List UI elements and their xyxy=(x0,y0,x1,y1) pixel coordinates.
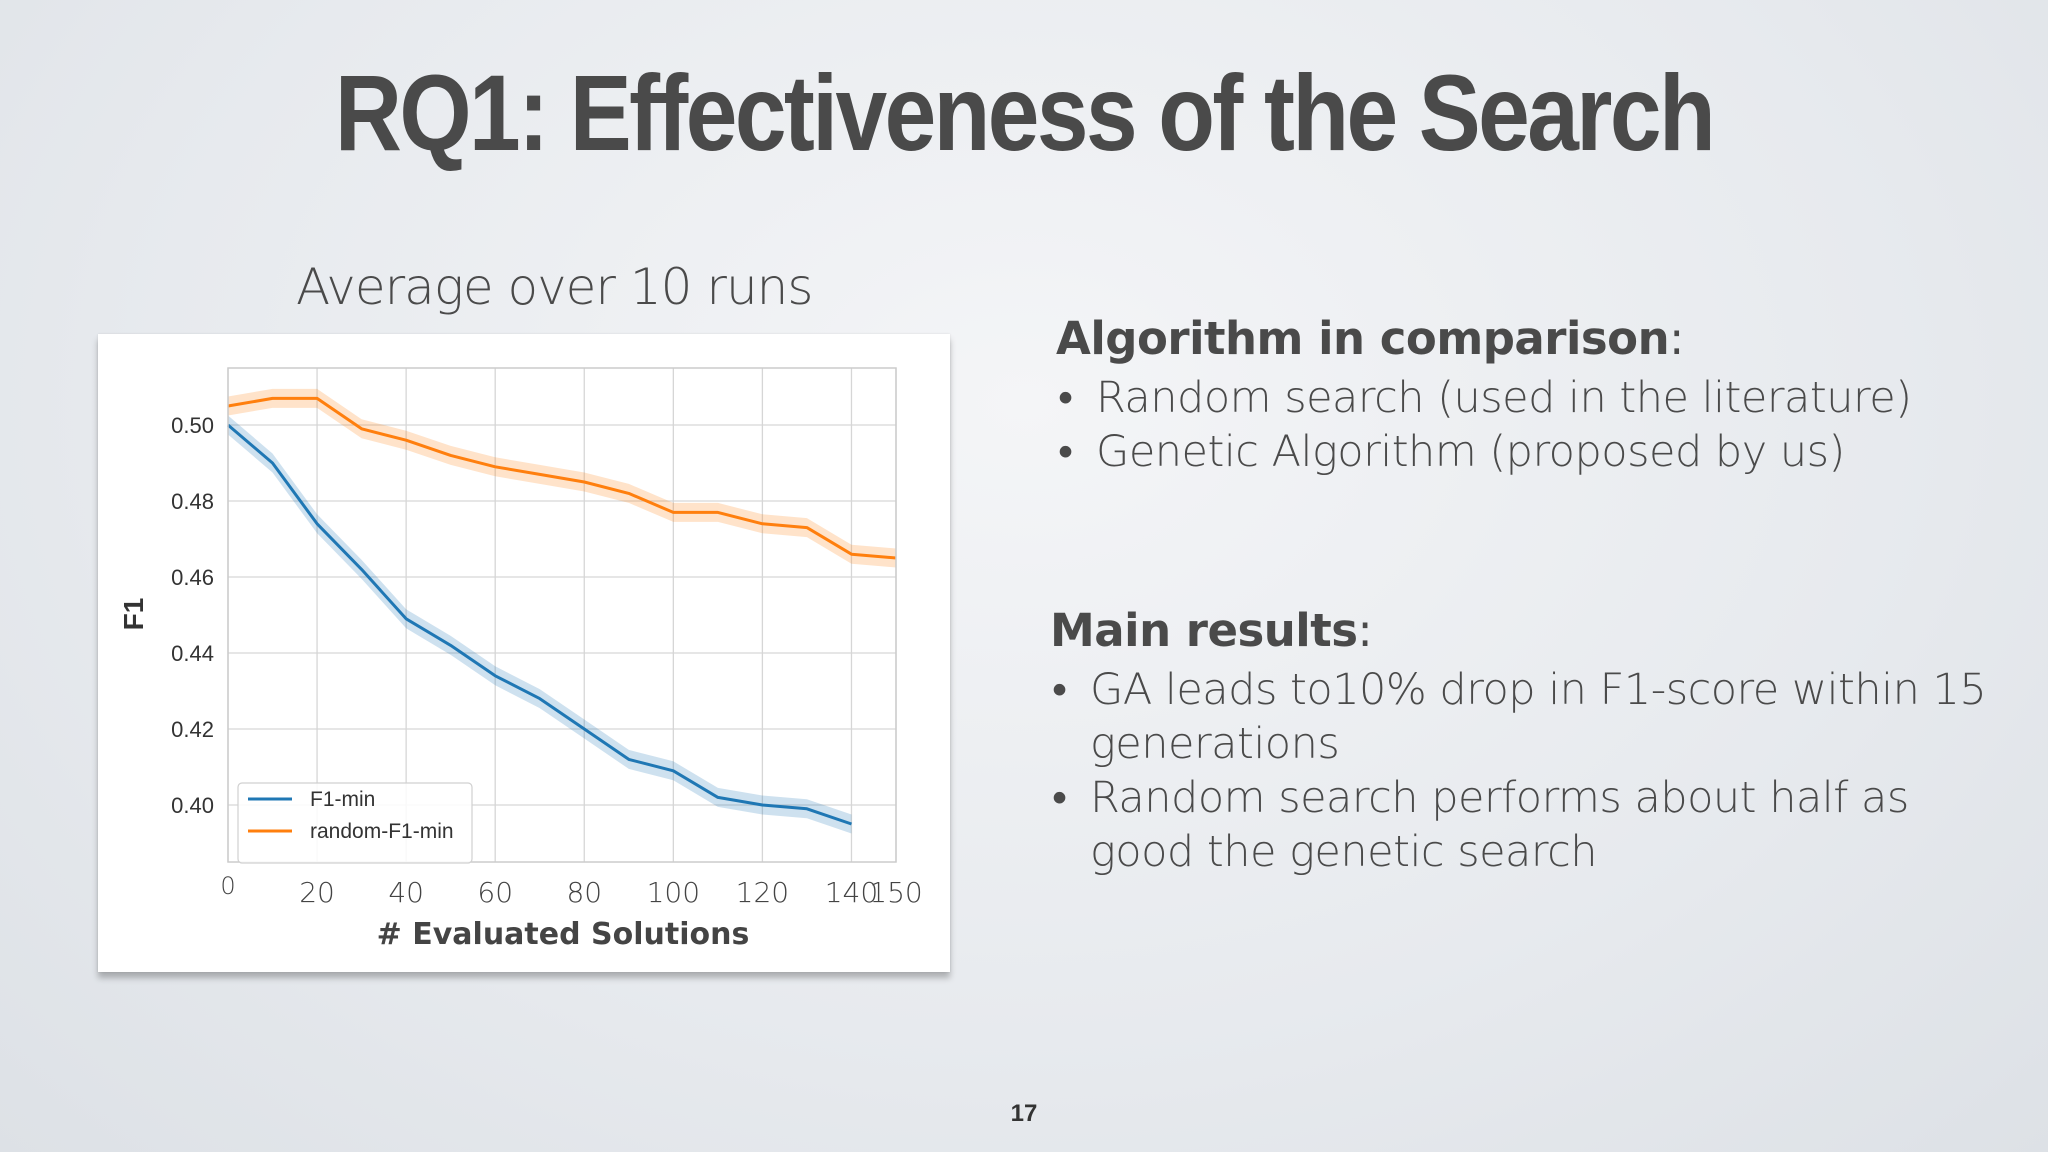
x-tick-label: 80 xyxy=(566,876,602,909)
x-tick-label: 20 xyxy=(299,876,335,909)
line-chart: 0.40 0.42 0.44 0.46 0.48 0.50 0 20 40 60 80 100 120… xyxy=(118,367,923,952)
y-tick-label: 0.42 xyxy=(171,717,214,742)
y-tick-label: 0.44 xyxy=(171,641,214,666)
x-tick-label: 40 xyxy=(388,876,424,909)
plot-area xyxy=(227,367,897,863)
y-tick-label: 0.40 xyxy=(171,793,214,818)
x-axis-label: # Evaluated Solutions xyxy=(377,917,750,952)
comparison-section: Algorithm in comparison: Random search (… xyxy=(1056,312,1912,479)
series-line-random-f1-min xyxy=(227,396,897,560)
y-tick-label: 0.50 xyxy=(171,413,214,438)
chart-card: 0.40 0.42 0.44 0.46 0.48 0.50 0 20 40 60 80 100 120… xyxy=(98,334,950,972)
x-tick-label: 60 xyxy=(477,876,513,909)
results-list: GA leads to10% drop in F1-score within 1… xyxy=(1050,663,1990,879)
chart-caption: Average over 10 runs xyxy=(296,258,813,316)
comparison-item-random-search: Random search (used in the literature) xyxy=(1056,371,1912,425)
results-heading: Main results: xyxy=(1050,604,1373,657)
comparison-item-genetic-algorithm: Genetic Algorithm (proposed by us) xyxy=(1056,425,1911,479)
slide-title: RQ1: Effectiveness of the Search xyxy=(334,52,1716,173)
x-tick-label: 120 xyxy=(736,876,789,909)
x-tick-label: 100 xyxy=(647,876,700,909)
comparison-list: Random search (used in the literature) G… xyxy=(1056,371,1912,479)
legend-label-random-f1-min: random-F1-min xyxy=(310,820,454,843)
y-axis-label: F1 xyxy=(118,598,149,631)
x-tick-label: 150 xyxy=(869,876,922,909)
series-line-f1-min xyxy=(227,423,852,826)
comparison-heading: Algorithm in comparison: xyxy=(1056,312,1684,365)
y-tick-label: 0.46 xyxy=(171,565,214,590)
results-item-random-performance: Random search performs about half as goo… xyxy=(1050,771,1990,879)
x-tick-label: 0 xyxy=(220,872,235,900)
results-item-ga-drop: GA leads to10% drop in F1-score within 1… xyxy=(1050,663,1990,771)
y-tick-label: 0.48 xyxy=(171,489,214,514)
results-section: Main results: GA leads to10% drop in F1-… xyxy=(1050,604,1990,879)
x-tick-label: 140 xyxy=(825,876,878,909)
page-number: 17 xyxy=(1010,1100,1038,1127)
legend: F1-min random-F1-min xyxy=(237,782,473,864)
legend-label-f1-min: F1-min xyxy=(310,788,375,811)
